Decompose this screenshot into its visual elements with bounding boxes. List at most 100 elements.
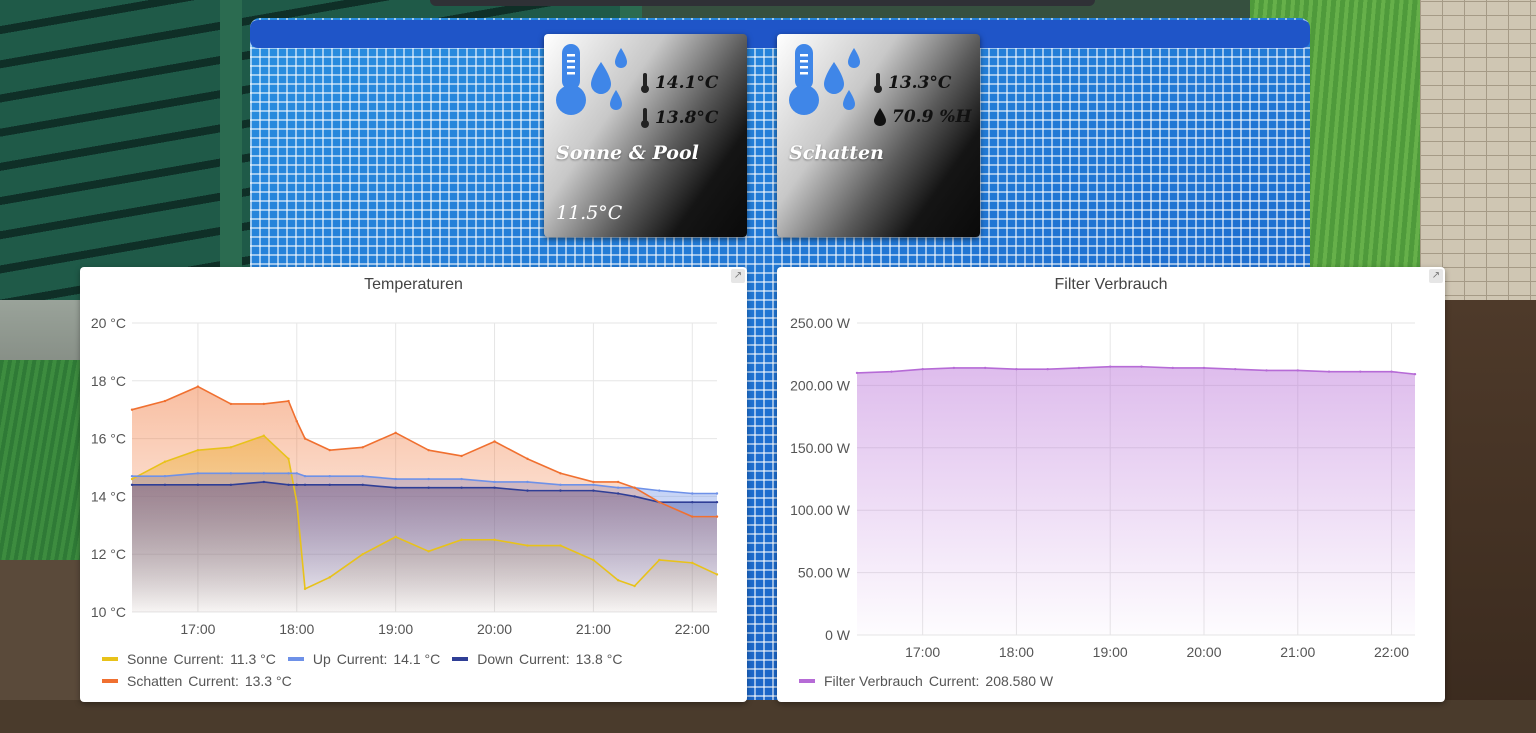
data-point-schatten [633,486,636,489]
data-point-up [493,480,496,484]
data-point-schatten [460,454,463,458]
data-point-schatten [229,402,233,406]
sensor-tile-sonne-pool[interactable]: 14.1°C 13.8°C Sonne & Pool 11.5°C [544,34,747,237]
data-point-down [295,483,298,487]
data-point-down [262,480,266,484]
y-tick-label: 100.00 W [790,502,851,518]
data-point-schatten [526,457,529,461]
legend-label: Down [477,651,514,667]
legend-current-value: 208.580 W [985,673,1054,689]
y-tick-label: 18 °C [91,373,126,389]
data-point-filter-verbrauch [1140,365,1143,368]
legend-item-filter[interactable]: Filter Verbrauch Current: 208.580 W [799,673,1053,689]
filter-graph-card[interactable]: 0 W 50.00 W 100.00 W 150.00 W 200.00 W 250.00… [777,267,1445,702]
data-point-sonne [427,550,430,553]
filter-chart[interactable]: 0 W 50.00 W 100.00 W 150.00 W 200.00 W 250.00… [777,267,1445,702]
reading-down-temperature: 13.8°C [640,107,718,129]
data-point-up [559,483,562,487]
data-point-schatten [328,448,331,452]
legend-item-up[interactable]: Up Current: 14.1 °C [287,651,441,667]
data-point-up [262,472,266,475]
legend-current-label: Current: [928,673,980,689]
data-point-schatten [715,515,719,518]
data-point-down [287,483,290,487]
x-tick-label: 19:00 [1093,644,1128,660]
sensor-tile-schatten[interactable]: 13.3°C 70.9 %H Schatten [777,34,980,237]
data-point-sonne [592,558,595,562]
data-point-filter-verbrauch [1265,369,1268,372]
expand-icon[interactable]: ↗ [1429,269,1443,283]
data-point-down [633,495,636,498]
legend-current-value: 14.1 °C [393,651,441,667]
card-title: Temperaturen [364,276,463,293]
data-point-sonne [295,500,298,504]
data-point-down [303,483,307,487]
legend-current-label: Current: [188,673,239,689]
data-point-filter-verbrauch [1171,366,1174,370]
legend-current-label: Current: [519,651,570,667]
data-point-down [229,483,233,487]
x-tick-label: 21:00 [1280,644,1315,660]
legend-label: Up [312,651,331,667]
legend-row: Filter Verbrauch Current: 208.580 W [799,670,1065,692]
reading-value: 13.3°C [888,73,952,93]
y-tick-label: 250.00 W [790,315,851,331]
data-point-filter-verbrauch [1390,370,1393,373]
data-point-down [361,483,364,487]
data-point-schatten [658,500,661,504]
expand-icon[interactable]: ↗ [731,269,745,283]
data-point-filter-verbrauch [1109,365,1112,368]
series-line-schatten[interactable] [131,385,717,518]
legend-row: Schatten Current: 13.3 °C [102,670,634,692]
data-point-down [616,492,620,495]
data-point-down [130,483,134,487]
thermometer-water-icon [789,44,860,115]
x-tick-label: 18:00 [999,644,1034,660]
series-line-down[interactable] [132,481,717,503]
data-point-schatten [691,515,694,518]
series-line-sonne[interactable] [131,434,718,590]
data-point-up [361,474,364,478]
data-point-schatten [262,402,266,406]
data-point-sonne [303,587,307,591]
legend-swatch [799,679,815,683]
data-point-filter-verbrauch [1046,367,1049,371]
y-tick-label: 50.00 W [798,565,851,581]
data-point-filter-verbrauch [1015,367,1018,371]
x-tick-label: 17:00 [905,644,940,660]
data-point-sonne [559,544,562,547]
legend-swatch [102,679,118,683]
data-point-up [394,477,397,481]
legend-item-schatten[interactable]: Schatten Current: 13.3 °C [102,673,292,689]
temperature-chart[interactable]: 10 °C 12 °C 14 °C 16 °C 18 °C 20 °C 17:00 18:00… [80,267,747,702]
series-line-up[interactable] [132,472,717,495]
legend-current-value: 11.3 °C [230,651,276,667]
data-point-filter-verbrauch [952,366,956,370]
legend-item-sonne[interactable]: Sonne Current: 11.3 °C [102,651,276,667]
data-point-down [559,489,562,492]
y-tick-label: 14 °C [91,488,126,504]
data-point-schatten [295,420,298,423]
reading-up-temperature: 14.1°C [640,72,718,94]
top-panel-edge [430,0,1095,6]
temperature-graph-card[interactable]: 10 °C 12 °C 14 °C 16 °C 18 °C 20 °C 17:00 18:00… [80,267,747,702]
legend-item-down[interactable]: Down Current: 13.8 °C [452,651,622,667]
data-point-up [427,477,430,481]
data-point-up [130,474,134,478]
data-point-up [295,472,298,475]
card-title: Filter Verbrauch [1054,276,1168,293]
data-point-sonne [526,544,529,547]
data-point-sonne [658,558,661,562]
y-tick-label: 12 °C [91,546,126,562]
reading-temperature: 13.3°C [873,72,951,94]
legend-swatch [287,657,304,661]
data-point-filter-verbrauch [855,371,859,375]
y-tick-label: 16 °C [91,431,126,447]
data-point-up [303,474,307,478]
x-tick-label: 21:00 [576,621,611,637]
legend-label: Schatten [127,673,183,689]
legend-label: Sonne [127,651,168,667]
legend-row: Sonne Current: 11.3 °C Up Current: 14.1 … [102,648,634,670]
data-point-sonne [262,434,266,437]
reading-value: 13.8°C [655,108,719,128]
